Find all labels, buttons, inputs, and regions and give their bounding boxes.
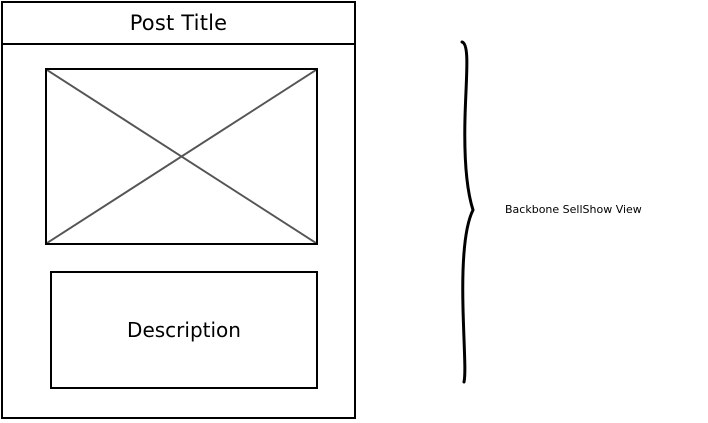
description-label: Description — [127, 318, 241, 342]
description-box: Description — [50, 271, 318, 389]
image-placeholder — [45, 68, 318, 245]
curly-brace-icon — [460, 40, 475, 384]
post-mockup-frame: Post Title Description — [1, 1, 356, 419]
view-annotation-label: Backbone SellShow View — [505, 203, 642, 216]
post-title: Post Title — [129, 11, 228, 35]
post-title-header: Post Title — [3, 3, 354, 45]
image-placeholder-x-icon — [47, 70, 316, 243]
